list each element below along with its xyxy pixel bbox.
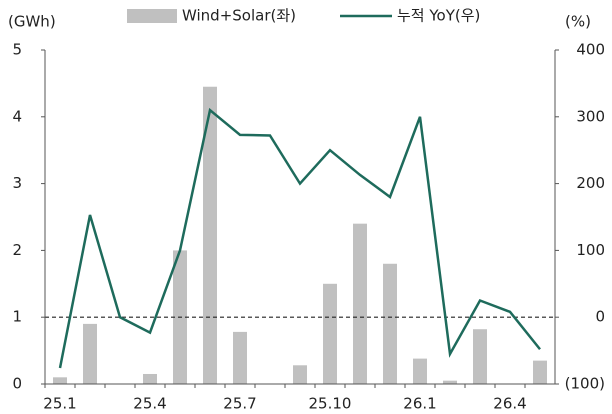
x-tick-label: 25.7 (223, 395, 256, 413)
line (58, 107, 541, 369)
bar (533, 360, 547, 384)
y2-tick-label: 200 (576, 174, 605, 192)
x-tick-label: 25.1 (43, 395, 76, 413)
y-tick-label: 4 (12, 107, 22, 125)
bar (233, 331, 247, 384)
y-axis-label: (GWh) (8, 13, 56, 31)
bar (293, 365, 307, 384)
y-tick-label: 1 (12, 308, 22, 326)
y2-tick-label: 100 (576, 241, 605, 259)
legend-label: 누적 YoY(우) (397, 7, 480, 25)
x-tick-label: 26.4 (493, 395, 526, 413)
bar (413, 358, 427, 384)
y-tick-label: 5 (12, 41, 22, 59)
legend-label: Wind+Solar(좌) (182, 7, 296, 25)
y2-tick-label: (100) (565, 375, 605, 393)
y2-axis-label: (%) (565, 13, 591, 31)
y2-tick-label: 400 (576, 41, 605, 59)
y2-tick-label: 0 (595, 308, 605, 326)
y-tick-label: 3 (12, 174, 22, 192)
bar (383, 263, 397, 384)
y-tick-label: 2 (12, 241, 22, 259)
bar (323, 283, 337, 384)
legend-swatch (127, 9, 177, 23)
bar (353, 223, 367, 384)
x-tick-label: 25.10 (309, 395, 352, 413)
bar (203, 86, 217, 385)
x-tick-label: 25.4 (133, 395, 166, 413)
bar (143, 373, 157, 384)
y2-tick-label: 300 (576, 107, 605, 125)
bar (83, 323, 97, 384)
x-tick-label: 26.1 (403, 395, 436, 413)
bar (53, 377, 67, 384)
y-tick-label: 0 (12, 375, 22, 393)
bar (443, 380, 457, 384)
bar (473, 329, 487, 384)
